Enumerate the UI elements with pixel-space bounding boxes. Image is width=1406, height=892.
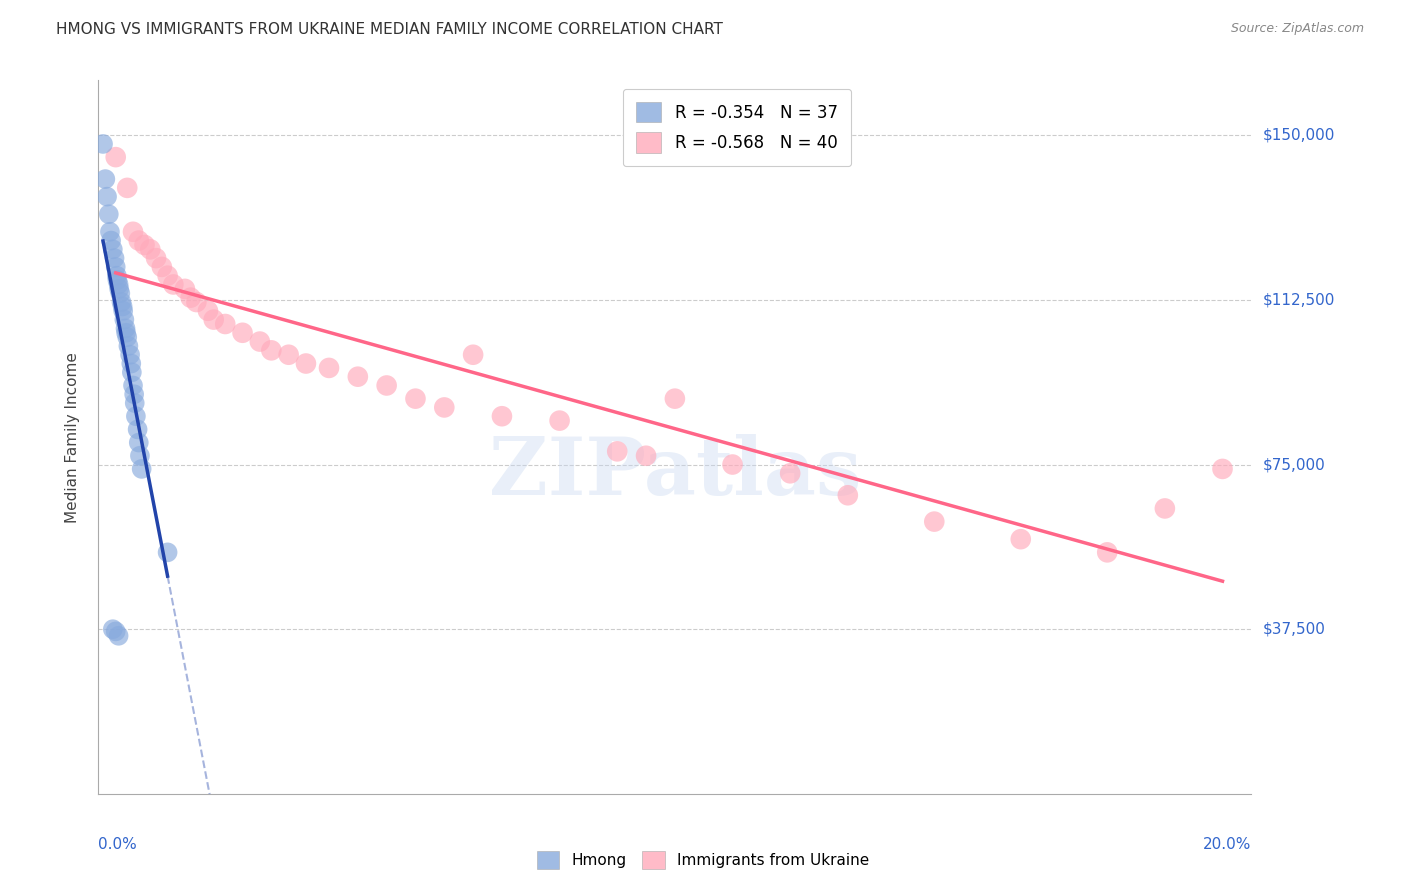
Point (1010, 532, 1032, 546)
Point (491, 409, 513, 424)
Legend: R = -0.354   N = 37, R = -0.568   N = 40: R = -0.354 N = 37, R = -0.568 N = 40 (623, 88, 851, 166)
Text: $112,500: $112,500 (1263, 293, 1334, 308)
Point (127, 422, 149, 436)
Point (139, 243, 162, 257)
Text: HMONG VS IMMIGRANTS FROM UKRAINE MEDIAN FAMILY INCOME CORRELATION CHART: HMONG VS IMMIGRANTS FROM UKRAINE MEDIAN … (56, 22, 723, 37)
Point (260, 343, 283, 358)
Point (295, 357, 318, 371)
Point (105, 268, 128, 283)
Point (107, 273, 129, 287)
Point (128, 234, 150, 248)
Point (461, 348, 484, 362)
Legend: Hmong, Immigrants from Ukraine: Hmong, Immigrants from Ukraine (530, 845, 876, 875)
Point (186, 295, 208, 310)
Point (249, 334, 271, 349)
Point (156, 545, 179, 559)
Point (122, 225, 145, 239)
Point (346, 369, 368, 384)
Point (128, 435, 150, 450)
Point (121, 365, 143, 379)
Point (120, 348, 142, 362)
Point (129, 449, 152, 463)
Point (104, 624, 127, 639)
Point (107, 277, 129, 292)
Point (110, 286, 132, 301)
Point (664, 392, 686, 406)
Point (122, 378, 145, 392)
Text: 20.0%: 20.0% (1204, 837, 1251, 852)
Point (1212, 462, 1234, 476)
Point (277, 348, 299, 362)
Text: $150,000: $150,000 (1263, 128, 1334, 143)
Point (112, 303, 135, 318)
Point (202, 312, 225, 326)
Point (548, 414, 571, 428)
Point (107, 629, 129, 643)
Text: $37,500: $37,500 (1263, 622, 1326, 637)
Text: $75,000: $75,000 (1263, 457, 1326, 472)
Y-axis label: Median Family Income: Median Family Income (65, 351, 80, 523)
Point (122, 387, 145, 401)
Point (318, 360, 340, 375)
Point (1097, 545, 1119, 559)
Point (134, 238, 156, 252)
Point (112, 312, 135, 326)
Point (103, 251, 125, 265)
Point (114, 321, 136, 335)
Point (101, 243, 124, 257)
Point (111, 300, 134, 314)
Point (110, 295, 132, 310)
Point (120, 357, 142, 371)
Point (197, 303, 219, 318)
Point (174, 282, 197, 296)
Point (145, 251, 167, 265)
Point (104, 150, 127, 164)
Point (924, 515, 946, 529)
Point (433, 401, 456, 415)
Point (150, 260, 173, 274)
Point (125, 409, 148, 424)
Point (405, 392, 427, 406)
Point (837, 488, 859, 502)
Point (117, 330, 139, 344)
Point (156, 268, 179, 283)
Point (231, 326, 254, 340)
Point (98, 225, 121, 239)
Point (97, 207, 120, 221)
Text: 0.0%: 0.0% (98, 837, 138, 852)
Point (636, 449, 658, 463)
Point (124, 396, 146, 410)
Point (101, 622, 124, 636)
Point (131, 462, 153, 476)
Point (100, 234, 122, 248)
Point (96, 189, 118, 203)
Point (721, 458, 744, 472)
Point (162, 277, 184, 292)
Point (91, 136, 114, 151)
Point (779, 467, 801, 481)
Point (117, 339, 139, 353)
Point (1154, 501, 1177, 516)
Point (104, 260, 127, 274)
Point (115, 326, 138, 340)
Point (180, 291, 202, 305)
Point (214, 317, 236, 331)
Point (117, 181, 139, 195)
Text: Source: ZipAtlas.com: Source: ZipAtlas.com (1230, 22, 1364, 36)
Point (606, 444, 628, 458)
Text: ZIPatlas: ZIPatlas (489, 434, 860, 512)
Point (108, 282, 131, 296)
Point (375, 378, 398, 392)
Point (94, 172, 117, 186)
